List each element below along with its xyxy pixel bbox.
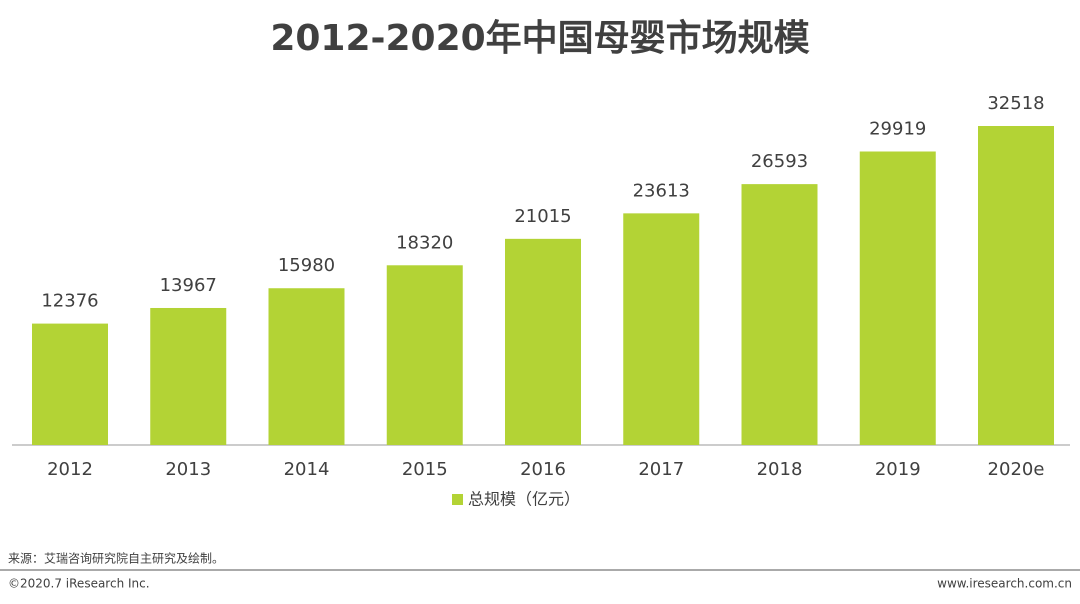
x-tick-label: 2019 [875,459,921,480]
bar [268,288,345,445]
bar [32,323,108,445]
bar [505,238,581,445]
x-tick-label: 2020e [988,459,1045,480]
value-label: 23613 [633,180,690,201]
bar [623,213,700,445]
value-label: 21015 [514,206,571,227]
source: 来源：艾瑞咨询研究院自主研究及绘制。 [8,551,224,566]
x-tick-label: 2016 [520,459,566,480]
x-tick-label: 2012 [47,459,93,480]
x-tick-label: 2015 [402,459,448,480]
value-label: 18320 [396,232,453,253]
value-label: 32518 [987,93,1044,114]
x-tick-label: 2013 [165,459,211,480]
x-tick-label: 2014 [284,459,330,480]
value-label: 15980 [278,255,335,276]
value-label: 12376 [41,291,98,312]
legend-swatch [452,494,463,505]
x-tick-label: 2017 [638,459,684,480]
legend-label: 总规模（亿元） [468,490,580,509]
bar [978,126,1054,445]
bar [859,151,936,445]
bar [741,184,818,445]
chart-title: 2012-2020年中国母婴市场规模 [270,18,809,59]
footer-left: ©2020.7 iResearch Inc. [8,577,150,591]
bar [386,265,463,445]
footer-right: www.iresearch.com.cn [937,577,1072,591]
x-tick-label: 2018 [757,459,803,480]
value-label: 13967 [160,275,217,296]
value-label: 29919 [869,118,926,139]
value-label: 26593 [751,151,808,172]
bar [150,307,227,445]
